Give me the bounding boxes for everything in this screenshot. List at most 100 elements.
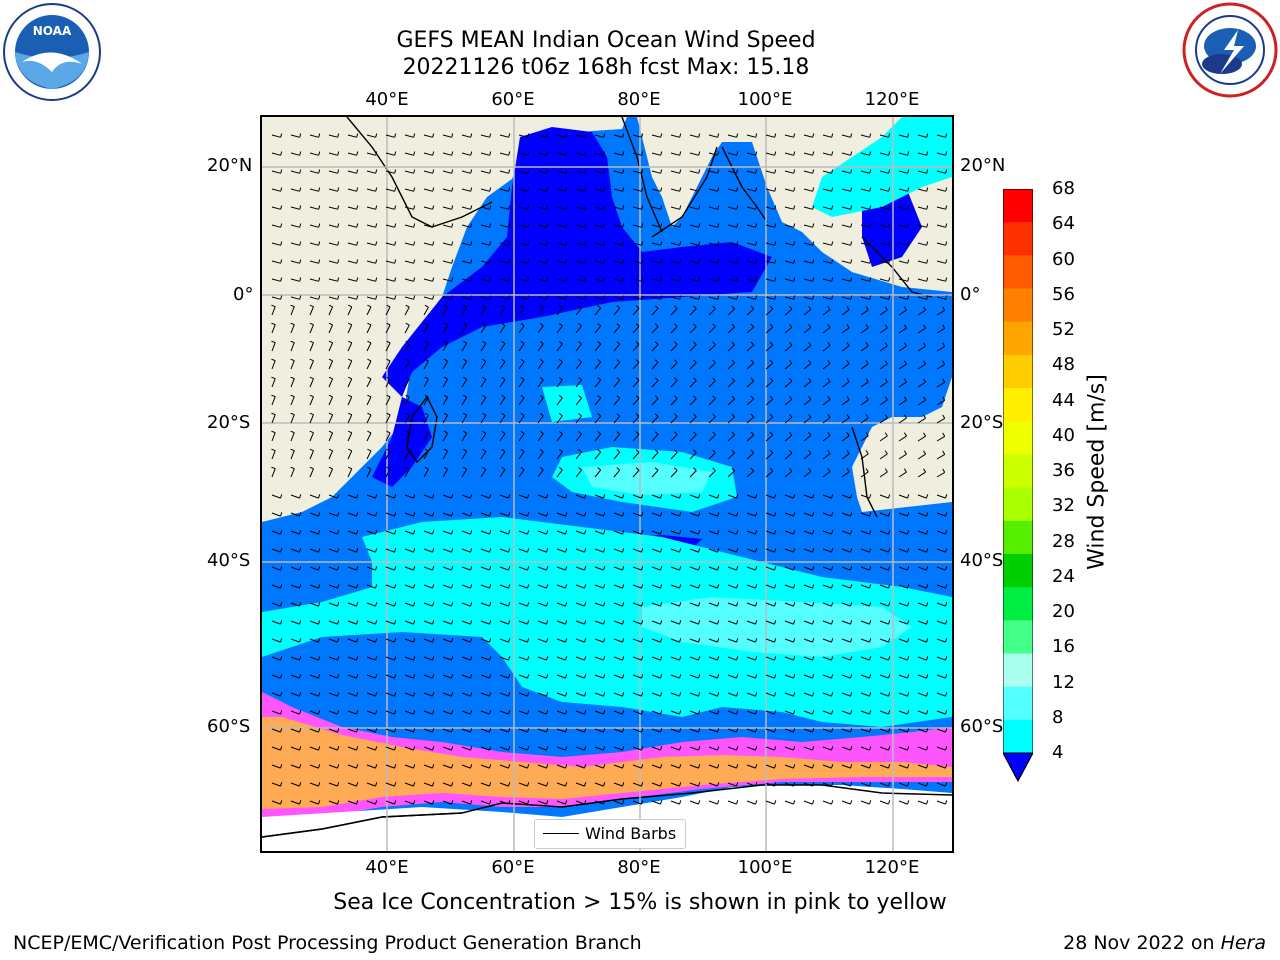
wind-barb-flag — [945, 548, 948, 553]
wind-barb — [727, 530, 737, 535]
wind-barb — [442, 306, 449, 316]
wind-barb — [499, 584, 509, 589]
wind-barb-flag — [641, 548, 644, 553]
wind-barb-flag — [755, 674, 758, 679]
wind-barb-flag — [578, 467, 582, 471]
wind-barb — [423, 396, 429, 406]
wind-barb — [442, 584, 452, 589]
wind-barb — [879, 728, 889, 733]
wind-barb — [613, 170, 623, 174]
wind-barb-flag — [432, 187, 435, 192]
wind-barb — [328, 152, 338, 156]
wind-barb — [309, 378, 314, 388]
wind-barb — [309, 800, 319, 805]
wind-barb — [347, 260, 357, 264]
wind-barb-flag — [888, 530, 891, 535]
wind-barb-flag — [869, 764, 872, 769]
wind-barb — [746, 674, 756, 679]
wind-barb-flag — [318, 674, 321, 679]
wind-barb — [404, 764, 414, 769]
wind-barb — [670, 512, 680, 517]
wind-barb-flag — [942, 378, 946, 383]
wind-barb — [898, 399, 907, 406]
wind-barb-flag — [755, 512, 758, 517]
wind-barb — [898, 746, 908, 751]
wind-barb — [898, 206, 908, 210]
wind-barb-flag — [907, 241, 910, 246]
wind-barb — [404, 432, 410, 442]
wind-barb-flag — [482, 358, 487, 362]
wind-barb-flag — [755, 295, 758, 300]
wind-barb — [727, 224, 737, 228]
wind-barb-flag — [318, 566, 321, 571]
wind-barb — [803, 417, 812, 424]
wind-barb — [708, 638, 718, 643]
wind-barb — [613, 746, 623, 751]
wind-barb — [499, 566, 509, 571]
wind-barb-flag — [850, 602, 853, 607]
wind-barb-flag — [451, 169, 454, 174]
wind-barb — [556, 206, 566, 210]
wind-barb — [936, 327, 945, 334]
colorbar-tick-label: 32 — [1052, 495, 1075, 517]
wind-barb-flag — [337, 494, 340, 499]
wind-barb-flag — [789, 341, 793, 346]
wind-barb — [841, 134, 851, 138]
wind-barb-flag — [565, 638, 568, 643]
wind-barb-flag — [413, 566, 416, 571]
wind-barb-flag — [865, 360, 869, 365]
wind-barb-flag — [443, 394, 448, 398]
wind-barb — [879, 530, 889, 535]
wind-barb-flag — [717, 295, 720, 300]
wind-barb-flag — [717, 133, 720, 138]
wind-barb — [480, 469, 487, 478]
wind-barb — [822, 494, 832, 499]
wind-barb — [689, 674, 699, 679]
lat-label-left: 20°S — [207, 412, 251, 433]
wind-barb — [594, 379, 602, 388]
wind-barb — [803, 674, 813, 679]
wind-barb-flag — [942, 342, 946, 347]
wind-barb — [537, 451, 544, 460]
wind-barb-flag — [394, 764, 397, 769]
wind-barb-flag — [673, 395, 678, 399]
wind-barb — [442, 224, 452, 228]
wind-barb-flag — [812, 530, 815, 535]
wind-barb — [309, 674, 319, 679]
wind-barb — [651, 728, 661, 733]
wind-barb-flag — [945, 602, 948, 607]
wind-barb — [860, 512, 870, 517]
wind-barb-flag — [432, 169, 435, 174]
wind-barb — [632, 433, 640, 442]
wind-barb — [556, 134, 566, 138]
wind-barb-flag — [774, 259, 777, 264]
wind-barb-flag — [812, 710, 815, 715]
wind-barb-flag — [812, 602, 815, 607]
wind-barb — [670, 296, 680, 300]
wind-barb — [632, 674, 642, 679]
wind-barb-flag — [565, 800, 568, 805]
wind-barb — [385, 512, 395, 517]
wind-barb — [632, 307, 640, 316]
wind-barb-flag — [482, 304, 487, 308]
wind-barb — [480, 692, 490, 697]
wind-barb-flag — [635, 395, 640, 399]
wind-barb — [879, 674, 889, 679]
wind-barb-flag — [755, 277, 758, 282]
wind-barb — [423, 450, 429, 460]
wind-barb — [860, 710, 870, 715]
wind-barb — [651, 296, 661, 300]
wind-barb — [936, 710, 946, 715]
wind-barb — [575, 530, 585, 535]
wind-barb — [461, 566, 471, 571]
wind-barb-flag — [546, 800, 549, 805]
lat-label-right: 20°S — [960, 412, 1004, 433]
wind-barb-flag — [318, 656, 321, 661]
wind-barb-flag — [337, 259, 340, 264]
wind-barb — [632, 325, 640, 334]
wind-barb-flag — [660, 566, 663, 571]
wind-barb — [537, 710, 547, 715]
wind-barb-flag — [597, 323, 602, 327]
wind-barb-flag — [413, 277, 416, 282]
colorbar-segment — [1003, 288, 1033, 323]
